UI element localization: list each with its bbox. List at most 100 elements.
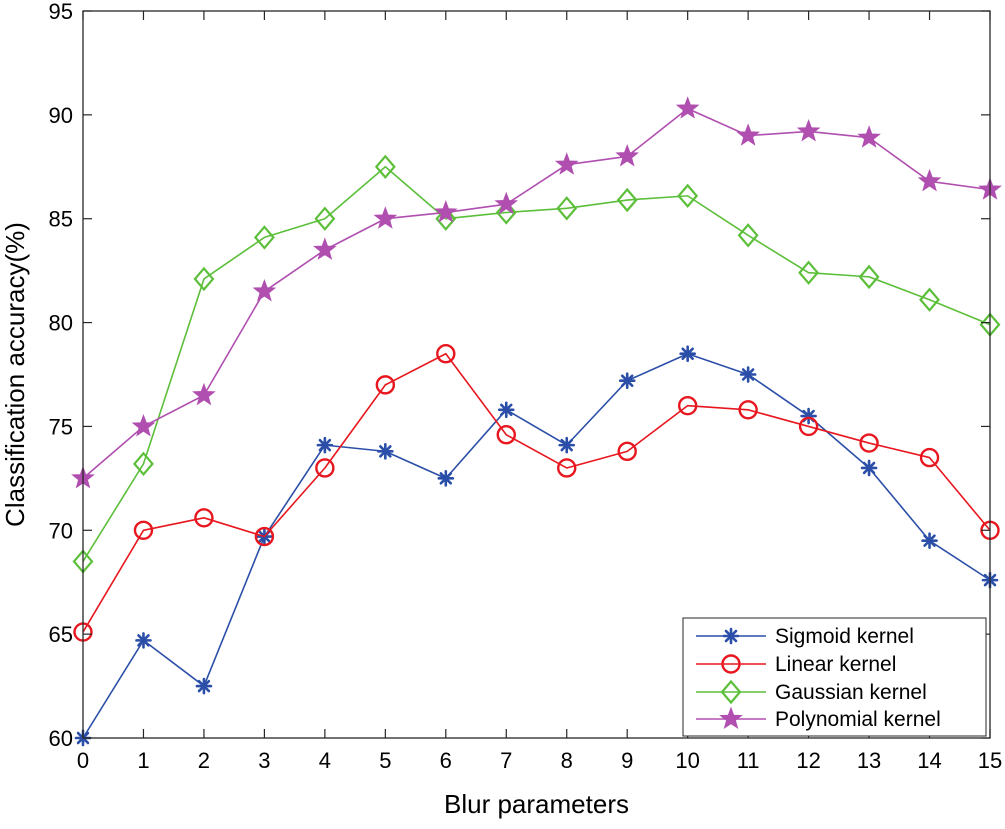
linear-kernel-point xyxy=(557,458,577,478)
legend-label: Sigmoid kernel xyxy=(775,625,914,648)
gaussian-kernel-point xyxy=(616,187,638,213)
gaussian-kernel-point xyxy=(253,225,275,250)
polynomial-kernel-line xyxy=(82,107,991,479)
legend-marker-star xyxy=(719,706,743,730)
legend-entry-polynomial-kernel: Polynomial kernel xyxy=(696,706,941,731)
polynomial-kernel-point xyxy=(736,123,760,146)
linear-kernel-point xyxy=(496,425,516,445)
legend-marker-circle xyxy=(721,654,741,674)
polynomial-kernel-point xyxy=(554,152,579,175)
y-tick-label: 80 xyxy=(49,311,73,336)
linear-kernel-point xyxy=(677,395,698,416)
gaussian-kernel-point xyxy=(435,206,457,231)
axis-ticks xyxy=(82,10,991,739)
linear-kernel-point xyxy=(919,447,940,468)
sigmoid-kernel-point xyxy=(377,443,394,460)
gaussian-kernel-point xyxy=(374,154,396,179)
y-tick-label: 85 xyxy=(49,207,73,232)
series-sigmoid-kernel xyxy=(74,345,999,747)
sigmoid-kernel-point xyxy=(679,345,696,363)
legend-entry-sigmoid-kernel: Sigmoid kernel xyxy=(696,625,914,648)
sigmoid-kernel-point xyxy=(135,632,152,649)
linear-kernel-point xyxy=(194,508,214,528)
x-tick-label: 7 xyxy=(500,748,512,773)
x-tick-label: 4 xyxy=(319,748,331,773)
gaussian-kernel-point xyxy=(314,206,336,231)
x-tick-label: 8 xyxy=(561,748,573,773)
polynomial-kernel-point xyxy=(313,237,337,260)
legend-label: Gaussian kernel xyxy=(775,681,927,704)
polynomial-kernel-point xyxy=(675,96,700,119)
linear-kernel-point xyxy=(617,441,637,462)
y-tick-label: 70 xyxy=(49,518,73,543)
linear-kernel-point xyxy=(798,416,819,437)
x-tick-label: 14 xyxy=(917,748,941,773)
legend-marker-asterisk xyxy=(722,627,740,645)
polynomial-kernel-point xyxy=(857,125,881,148)
polynomial-kernel-point xyxy=(796,119,821,142)
sigmoid-kernel-point xyxy=(921,532,938,549)
gaussian-kernel-line xyxy=(82,165,991,562)
polynomial-kernel-point xyxy=(373,206,398,229)
sigmoid-kernel-line xyxy=(82,352,991,739)
polynomial-kernel-point xyxy=(615,143,640,167)
y-tick-labels: 60 65 70 75 80 85 90 95 xyxy=(49,0,73,751)
sigmoid-kernel-point xyxy=(437,470,455,487)
polynomial-kernel-point xyxy=(494,191,519,215)
sigmoid-kernel-point xyxy=(558,436,576,454)
legend-marker-diamond xyxy=(720,679,742,705)
sigmoid-kernel-point xyxy=(497,401,515,419)
polynomial-kernel-point xyxy=(192,382,216,406)
y-tick-label: 95 xyxy=(49,0,73,24)
x-tick-label: 9 xyxy=(621,748,633,773)
sigmoid-kernel-point xyxy=(860,459,878,477)
gaussian-kernel-point xyxy=(677,183,699,209)
gaussian-kernel-point xyxy=(556,196,578,221)
linear-kernel-point xyxy=(436,344,456,364)
legend-entry-gaussian-kernel: Gaussian kernel xyxy=(696,679,927,705)
x-tick-label: 6 xyxy=(440,748,452,773)
x-tick-label: 11 xyxy=(737,748,760,773)
x-tick-label: 5 xyxy=(379,748,391,773)
legend-label: Polynomial kernel xyxy=(775,708,941,731)
y-axis-title: Classification accuracy(%) xyxy=(0,222,30,527)
y-tick-label: 65 xyxy=(49,622,73,647)
x-tick-label: 2 xyxy=(198,748,210,773)
sigmoid-kernel-point xyxy=(739,366,757,383)
linear-kernel-point xyxy=(375,375,396,395)
linear-kernel-point xyxy=(738,400,758,420)
chart-legend: Sigmoid kernel Linear kernel Gaussian kern… xyxy=(682,617,987,737)
linear-kernel-line xyxy=(82,352,991,633)
gaussian-kernel-point xyxy=(919,287,940,312)
series-layer xyxy=(71,96,1002,747)
x-axis-title: Blur parameters xyxy=(444,789,629,819)
sigmoid-kernel-point xyxy=(316,436,334,454)
x-tick-labels: 0 1 2 3 4 5 6 7 8 9 10 11 12 13 14 15 xyxy=(77,748,1002,773)
gaussian-kernel-point xyxy=(495,200,517,225)
plot-area-frame xyxy=(82,10,991,739)
y-tick-label: 75 xyxy=(49,414,73,439)
sigmoid-kernel-point xyxy=(618,372,636,390)
polynomial-kernel-point xyxy=(917,168,942,192)
x-tick-label: 0 xyxy=(77,748,89,773)
linear-kernel-point xyxy=(859,433,879,453)
x-tick-label: 1 xyxy=(137,748,149,773)
gaussian-kernel-point xyxy=(858,264,880,290)
polynomial-kernel-point xyxy=(433,200,458,223)
linear-kernel-point xyxy=(254,526,275,547)
legend-entry-linear-kernel: Linear kernel xyxy=(696,653,896,676)
x-tick-label: 15 xyxy=(978,748,1002,773)
polynomial-kernel-point xyxy=(131,413,156,437)
linear-kernel-point xyxy=(133,520,154,540)
x-tick-label: 12 xyxy=(796,748,820,773)
gaussian-kernel-point xyxy=(193,266,215,292)
gaussian-kernel-point xyxy=(798,260,820,285)
y-tick-label: 60 xyxy=(49,726,73,751)
x-tick-label: 3 xyxy=(258,748,270,773)
gaussian-kernel-point xyxy=(737,223,759,248)
x-tick-label: 13 xyxy=(857,748,881,773)
y-tick-label: 90 xyxy=(49,103,73,128)
linear-kernel-point xyxy=(315,458,335,478)
